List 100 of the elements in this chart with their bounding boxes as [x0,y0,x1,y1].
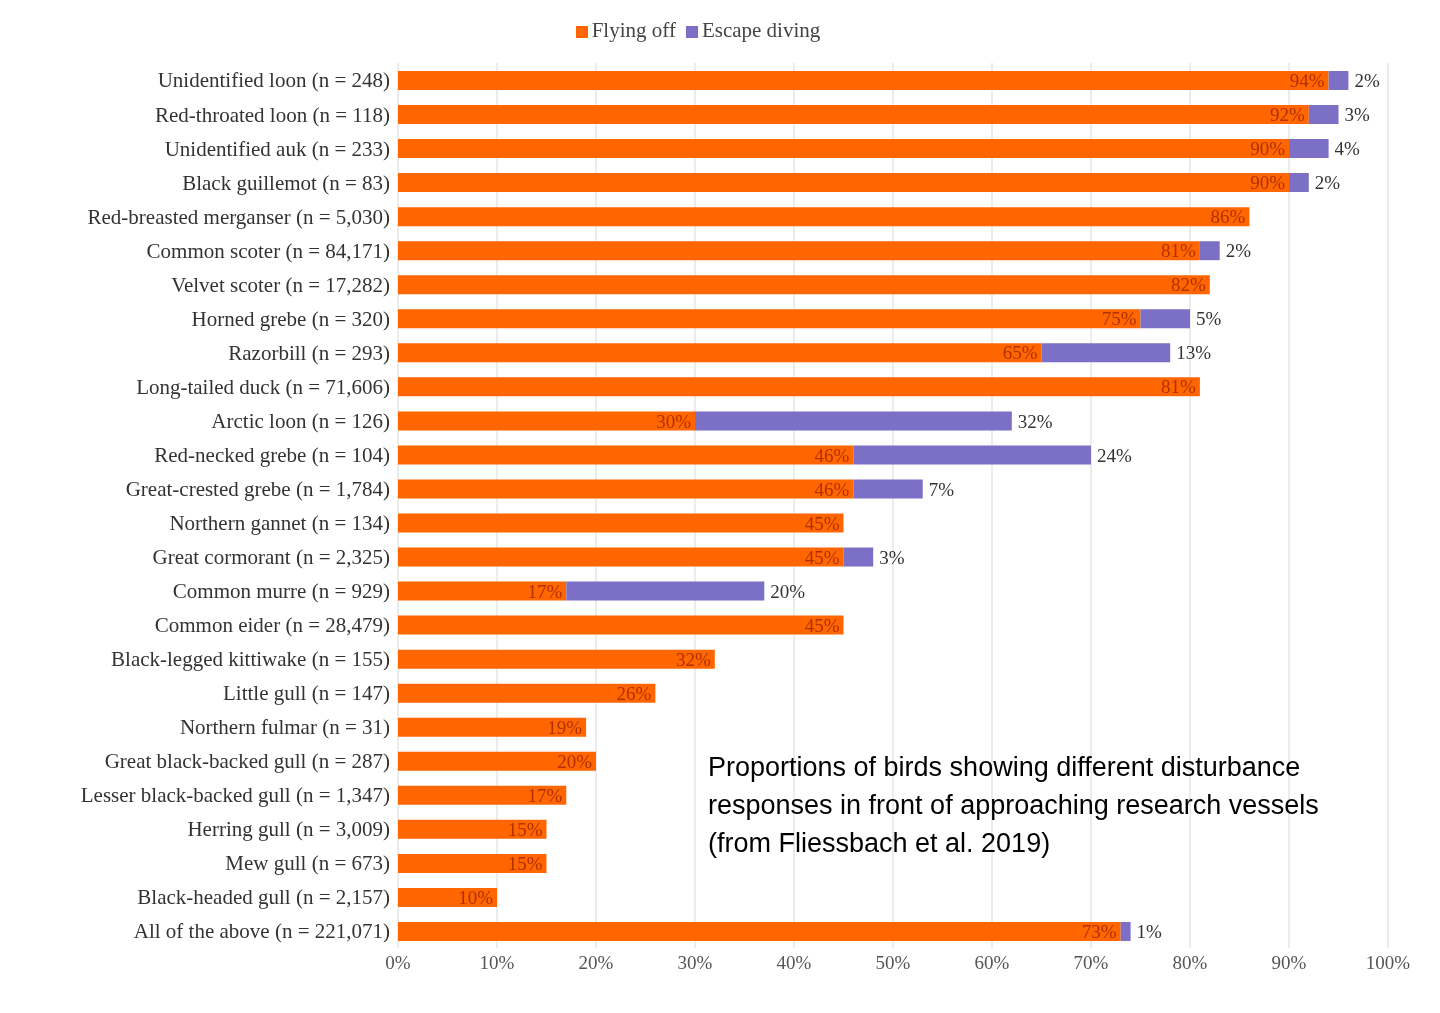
bar [398,683,656,703]
bar [398,513,844,533]
y-tick-label: Great black-backed gull (n = 287) [104,749,390,774]
bar [843,547,874,567]
y-tick-label: Unidentified auk (n = 233) [164,136,390,161]
data-label: 45% [804,512,840,534]
data-label: 26% [616,682,652,704]
data-label: 75% [1101,308,1137,330]
data-label: 2% [1314,172,1341,194]
y-tick-label: Mew gull (n = 673) [225,851,390,876]
bar [1140,309,1190,329]
y-tick-label: Razorbill (n = 293) [228,340,390,365]
bar [398,649,715,669]
y-tick-label: Northern gannet (n = 134) [169,510,390,535]
data-label: 32% [1017,410,1053,432]
y-tick-label: Red-breasted merganser (n = 5,030) [87,204,390,229]
x-tick-label: 80% [1172,952,1208,974]
x-tick-label: 100% [1365,952,1411,974]
y-tick-label: Common eider (n = 28,479) [154,613,390,638]
data-label: 7% [928,478,955,500]
y-tick-label: Black-headed gull (n = 2,157) [137,885,391,910]
bar [853,445,1091,465]
bar [398,853,547,873]
data-label: 65% [1002,342,1038,364]
data-label: 30% [656,410,692,432]
data-label: 3% [879,546,905,568]
data-label: 3% [1344,104,1370,126]
data-label: 20% [770,580,806,602]
data-label: 90% [1250,138,1286,160]
x-tick-label: 70% [1073,952,1109,974]
bar [398,411,695,431]
y-tick-label: Arctic loon (n = 126) [211,408,390,433]
y-tick-label: Unidentified loon (n = 248) [157,68,390,93]
bar [398,275,1210,295]
data-label: 90% [1250,172,1286,194]
legend-label: Flying off [591,18,676,42]
data-label: 20% [557,750,593,772]
bar [398,139,1289,159]
bar [398,173,1289,193]
x-tick-label: 0% [385,952,411,974]
data-label: 32% [675,648,711,670]
data-label: 92% [1269,104,1305,126]
data-label: 82% [1170,274,1206,296]
bar [1199,241,1220,261]
data-label: 46% [814,444,850,466]
bar [398,921,1121,941]
data-label: 1% [1136,921,1163,943]
bar [398,751,596,771]
data-label: 10% [458,887,494,909]
data-label: 15% [507,819,543,840]
x-tick-label: 50% [875,952,911,974]
y-tick-label: All of the above (n = 221,071) [133,919,390,944]
data-label: 17% [527,580,563,602]
bar [398,479,854,499]
data-label: 45% [804,614,840,636]
bar [398,615,844,635]
bar [1308,105,1339,125]
bar [398,819,547,839]
y-tick-label: Red-necked grebe (n = 104) [154,442,390,467]
y-tick-label: Horned grebe (n = 320) [191,306,390,331]
bar [398,377,1200,397]
data-label: 17% [527,784,563,806]
data-label: 86% [1210,206,1246,228]
bar [398,717,587,737]
bar [398,343,1042,363]
bar [1289,173,1309,193]
bar [398,785,567,805]
data-label: 4% [1334,138,1361,160]
data-label: 73% [1081,921,1117,943]
x-tick-label: 40% [776,952,812,974]
data-label: 81% [1161,376,1197,398]
data-label: 45% [804,546,840,568]
y-tick-label: Black-legged kittiwake (n = 155) [111,647,390,672]
data-label: 24% [1097,444,1132,466]
y-tick-label: Great cormorant (n = 2,325) [152,545,390,570]
y-tick-label: Black guillemot (n = 83) [182,170,390,195]
y-tick-label: Northern fulmar (n = 31) [179,715,390,740]
data-label: 46% [814,478,850,500]
bar [1328,71,1349,90]
x-tick-label: 60% [974,952,1010,974]
legend-label: Escape diving [701,18,821,42]
y-tick-label: Velvet scoter (n = 17,282) [171,272,390,297]
data-label: 19% [547,716,583,738]
data-label: 15% [507,853,543,875]
bar [566,581,765,601]
bar [398,207,1250,227]
bar [398,309,1141,329]
data-label: 2% [1225,240,1252,262]
y-tick-label: Common murre (n = 929) [172,579,390,604]
y-tick-label: Lesser black-backed gull (n = 1,347) [80,783,390,808]
y-tick-label: Herring gull (n = 3,009) [187,817,390,842]
data-label: 81% [1161,240,1197,262]
bar [398,105,1309,125]
x-tick-label: 10% [479,952,515,974]
data-label: 2% [1354,70,1380,92]
y-tick-label: Long-tailed duck (n = 71,606) [136,374,390,399]
bar [398,547,844,567]
bar [1120,921,1131,941]
bar [398,241,1200,261]
bar [695,411,1012,431]
